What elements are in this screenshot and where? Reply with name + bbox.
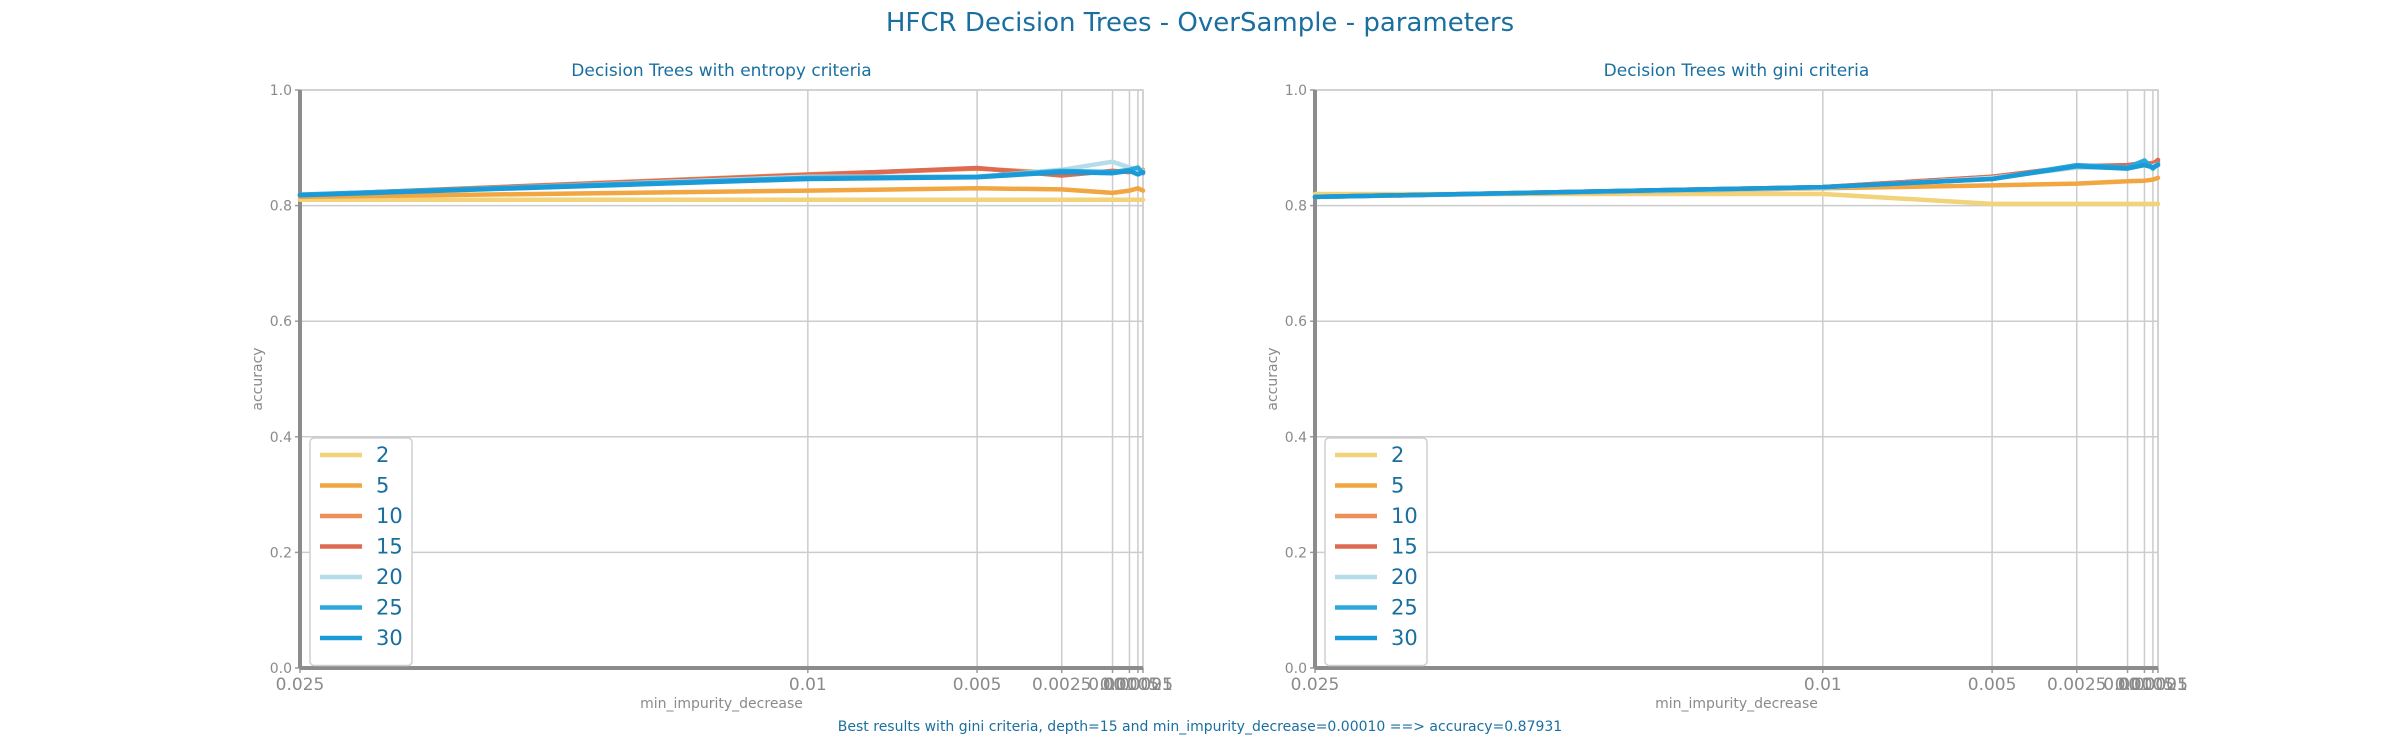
legend-label-10: 10	[1391, 504, 1418, 528]
legend-label-25: 25	[376, 596, 403, 620]
series-line-5	[297, 186, 1146, 200]
y-tick-label: 0.0	[270, 661, 292, 677]
legend-label-15: 15	[376, 535, 403, 559]
chart-panel-2: 0.00.20.40.60.81.00.025 0.01 0.005 0.00250.…	[1265, 61, 2188, 712]
legend-label-2: 2	[1391, 443, 1404, 467]
legend-label-20: 20	[376, 565, 403, 589]
y-tick-label: 0.4	[270, 430, 292, 446]
y-tick-label: 1.0	[1285, 83, 1307, 99]
legend-label-30: 30	[1391, 626, 1418, 650]
best-result-caption: Best results with gini criteria, depth=1…	[837, 719, 1563, 735]
legend-label-2: 2	[376, 443, 389, 467]
x-tick-label: 0.005	[1968, 675, 2017, 695]
x-tick-label: 0.001	[2103, 675, 2152, 695]
x-tick-label: 0.0025	[2047, 675, 2106, 695]
y-axis-label: accuracy	[1265, 347, 1281, 410]
y-tick-label: 0.2	[1285, 545, 1307, 561]
panel-title: Decision Trees with gini criteria	[1604, 61, 1870, 81]
legend-label-10: 10	[376, 504, 403, 528]
legend-label-5: 5	[376, 474, 389, 498]
panel-title: Decision Trees with entropy criteria	[571, 61, 871, 81]
legend-label-15: 15	[1391, 535, 1418, 559]
x-tick-label: 0.00025	[2118, 675, 2188, 695]
x-tick-label: 0.0025	[1032, 675, 1091, 695]
x-tick-label: 0.00025	[1103, 675, 1173, 695]
y-tick-label: 0.8	[1285, 199, 1307, 215]
x-tick-label: 0.025	[1291, 675, 1340, 695]
y-tick-label: 0.2	[270, 545, 292, 561]
y-tick-label: 0.8	[270, 199, 292, 215]
legend-label-5: 5	[1391, 474, 1404, 498]
y-tick-label: 0.6	[1285, 314, 1307, 330]
legend-label-30: 30	[376, 626, 403, 650]
x-tick-label: 0.0005	[2115, 675, 2174, 695]
x-tick-label: 0.001	[1088, 675, 1137, 695]
y-tick-label: 0.4	[1285, 430, 1307, 446]
chart-panel-1: 0.00.20.40.60.81.00.025 0.01 0.005 0.00250.…	[250, 61, 1173, 712]
x-tick-label: 0.0005	[1100, 675, 1159, 695]
plot-frame	[1314, 89, 2159, 669]
y-axis-label: accuracy	[250, 347, 266, 410]
x-tick-label: 0.005	[953, 675, 1002, 695]
x-tick-label: 0.025	[276, 675, 325, 695]
series-line-2	[1312, 191, 2161, 207]
x-tick-label: 0.0001	[1113, 675, 1172, 695]
y-tick-label: 1.0	[270, 83, 292, 99]
legend-label-20: 20	[1391, 565, 1418, 589]
y-tick-label: 0.6	[270, 314, 292, 330]
series-line-30	[1312, 162, 2161, 200]
y-tick-label: 0.0	[1285, 661, 1307, 677]
legend-label-25: 25	[1391, 596, 1418, 620]
x-tick-label: 0.0001	[2128, 675, 2187, 695]
x-axis-label: min_impurity_decrease	[1655, 696, 1818, 712]
x-tick-label: 0.01	[1804, 675, 1842, 695]
x-tick-label: 0.01	[789, 675, 827, 695]
figure-title: HFCR Decision Trees - OverSample - param…	[885, 8, 1515, 38]
series-line-30	[297, 168, 1146, 198]
x-axis-label: min_impurity_decrease	[640, 696, 803, 712]
